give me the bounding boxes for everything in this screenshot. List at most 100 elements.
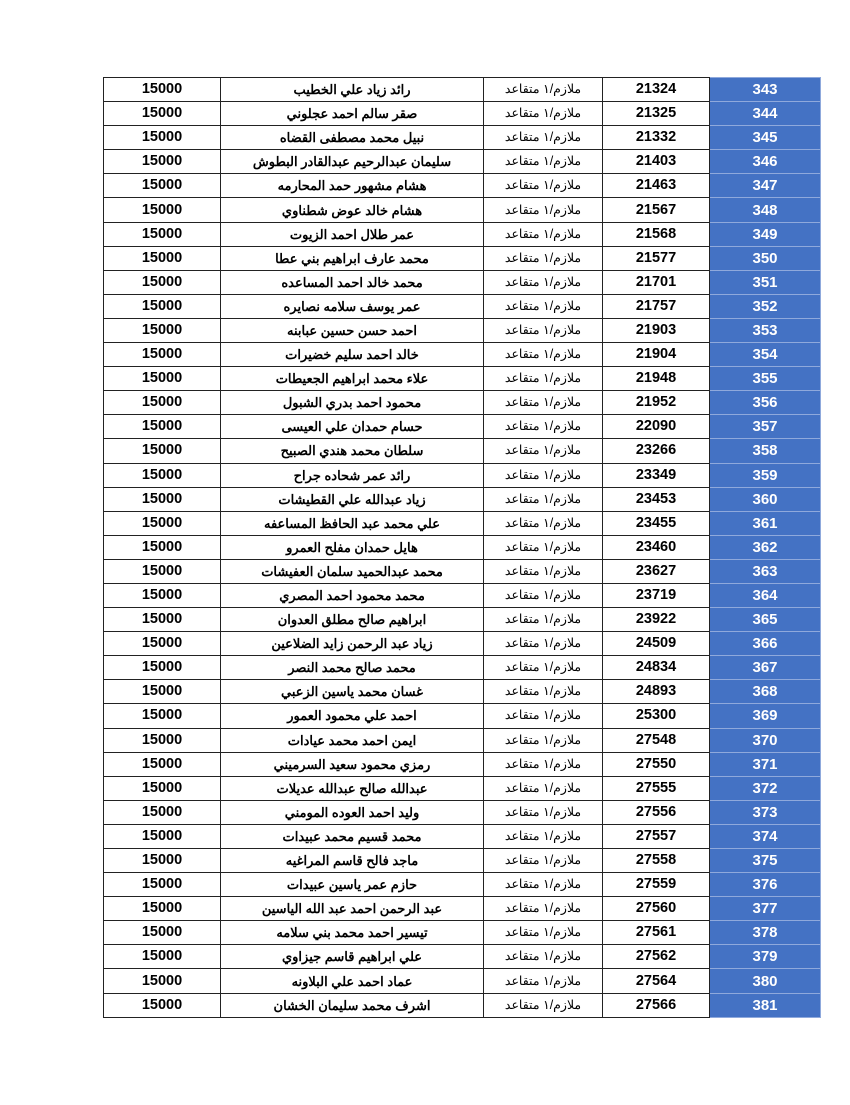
id-cell: 21952 [602,390,710,416]
table-row: 15000 حسام حمدان علي العيسى ملازم/١ متقاعد… [103,414,821,440]
amount-cell: 15000 [103,727,221,753]
serial-number-cell: 364 [709,582,821,609]
serial-number-cell: 368 [709,679,821,705]
serial-number-cell: 374 [709,823,821,850]
name-cell: علاء محمد ابراهيم الجعيطات [220,366,484,392]
serial-number-cell: 357 [709,414,821,440]
table-row: 15000 رائد عمر شحاده جراح ملازم/١ متقاعد 23… [103,462,821,488]
table-row: 15000 علي ابراهيم قاسم جيزاوي ملازم/١ متقا… [103,944,821,970]
id-cell: 23266 [602,438,710,464]
name-cell: احمد علي محمود العمور [220,703,484,729]
amount-cell: 15000 [103,872,221,898]
name-cell: نبيل محمد مصطفى القضاه [220,125,484,151]
id-cell: 24509 [602,631,710,657]
amount-cell: 15000 [103,366,221,392]
table-row: 15000 رمزي محمود سعيد السرميني ملازم/١ متق… [103,751,821,777]
name-cell: ابراهيم صالح مطلق العدوان [220,607,484,633]
table-row: 15000 صقر سالم احمد عجلوني ملازم/١ متقاعد 2… [103,101,821,127]
rank-cell: ملازم/١ متقاعد [483,486,603,512]
rank-cell: ملازم/١ متقاعد [483,76,603,103]
amount-cell: 15000 [103,823,221,850]
id-cell: 21948 [602,366,710,392]
rank-cell: ملازم/١ متقاعد [483,245,603,271]
serial-number-cell: 378 [709,920,821,946]
serial-number-cell: 351 [709,269,821,295]
name-cell: رائد زياد علي الخطيب [220,76,484,103]
id-cell: 21332 [602,125,710,151]
table-row: 15000 نبيل محمد مصطفى القضاه ملازم/١ متقاع… [103,125,821,151]
rank-cell: ملازم/١ متقاعد [483,703,603,729]
name-cell: زياد عبدالله علي القطيشات [220,486,484,512]
name-cell: محمد محمود احمد المصري [220,582,484,609]
name-cell: هشام مشهور حمد المحارمه [220,173,484,199]
rank-cell: ملازم/١ متقاعد [483,558,603,584]
id-cell: 21577 [602,245,710,271]
name-cell: عماد احمد علي البلاونه [220,968,484,994]
rank-cell: ملازم/١ متقاعد [483,317,603,344]
name-cell: رمزي محمود سعيد السرميني [220,751,484,777]
rank-cell: ملازم/١ متقاعد [483,510,603,536]
id-cell: 24893 [602,679,710,705]
rank-cell: ملازم/١ متقاعد [483,414,603,440]
name-cell: محمد صالح محمد النصر [220,655,484,681]
amount-cell: 15000 [103,390,221,416]
table-row: 15000 عبدالله صالح عبدالله عديلات ملازم/١ … [103,775,821,801]
table-row: 15000 هشام مشهور حمد المحارمه ملازم/١ متقا… [103,173,821,199]
id-cell: 22090 [602,414,710,440]
rank-cell: ملازم/١ متقاعد [483,968,603,994]
name-cell: علي ابراهيم قاسم جيزاوي [220,944,484,970]
table-row: 15000 عماد احمد علي البلاونه ملازم/١ متقاع… [103,968,821,994]
rank-cell: ملازم/١ متقاعد [483,173,603,199]
table-row: 15000 عمر طلال احمد الزيوت ملازم/١ متقاعد 2… [103,221,821,247]
name-cell: محمد قسيم محمد عبيدات [220,823,484,850]
name-cell: خالد احمد سليم خضيرات [220,342,484,368]
table-row: 15000 وليد احمد العوده المومني ملازم/١ متق… [103,799,821,825]
amount-cell: 15000 [103,462,221,488]
id-cell: 27559 [602,872,710,898]
id-cell: 27562 [602,944,710,970]
name-cell: سلطان محمد هندي الصبيح [220,438,484,464]
name-cell: تيسير احمد محمد بني سلامه [220,920,484,946]
rank-cell: ملازم/١ متقاعد [483,751,603,777]
id-cell: 21325 [602,101,710,127]
name-cell: احمد حسن حسين عبابنه [220,317,484,344]
id-cell: 23455 [602,510,710,536]
amount-cell: 15000 [103,582,221,609]
id-cell: 25300 [602,703,710,729]
amount-cell: 15000 [103,221,221,247]
serial-number-cell: 377 [709,896,821,922]
table-row: 15000 ايمن احمد محمد عيادات ملازم/١ متقاعد… [103,727,821,753]
table-row: 15000 محمد خالد احمد المساعده ملازم/١ متقا… [103,269,821,295]
rank-cell: ملازم/١ متقاعد [483,847,603,874]
table-row: 15000 حازم عمر ياسين عبيدات ملازم/١ متقاعد… [103,872,821,898]
id-cell: 24834 [602,655,710,681]
name-cell: سليمان عبدالرحيم عبدالقادر البطوش [220,149,484,175]
amount-cell: 15000 [103,558,221,584]
amount-cell: 15000 [103,847,221,874]
rank-cell: ملازم/١ متقاعد [483,438,603,464]
rank-cell: ملازم/١ متقاعد [483,101,603,127]
rank-cell: ملازم/١ متقاعد [483,631,603,657]
amount-cell: 15000 [103,920,221,946]
name-cell: اشرف محمد سليمان الخشان [220,992,484,1018]
id-cell: 21567 [602,197,710,223]
amount-cell: 15000 [103,197,221,223]
rank-cell: ملازم/١ متقاعد [483,269,603,295]
id-cell: 21463 [602,173,710,199]
amount-cell: 15000 [103,944,221,970]
name-cell: وليد احمد العوده المومني [220,799,484,825]
id-cell: 27548 [602,727,710,753]
table-row: 15000 ابراهيم صالح مطلق العدوان ملازم/١ مت… [103,607,821,633]
rank-cell: ملازم/١ متقاعد [483,197,603,223]
id-cell: 23627 [602,558,710,584]
serial-number-cell: 371 [709,751,821,777]
name-cell: صقر سالم احمد عجلوني [220,101,484,127]
name-cell: هشام خالد عوض شطناوي [220,197,484,223]
table-row: 15000 محمود احمد بدري الشبول ملازم/١ متقاع… [103,390,821,416]
table-row: 15000 محمد عارف ابراهيم بني عطا ملازم/١ مت… [103,245,821,271]
serial-number-cell: 365 [709,607,821,633]
amount-cell: 15000 [103,896,221,922]
amount-cell: 15000 [103,149,221,175]
rank-cell: ملازم/١ متقاعد [483,607,603,633]
rank-cell: ملازم/١ متقاعد [483,462,603,488]
